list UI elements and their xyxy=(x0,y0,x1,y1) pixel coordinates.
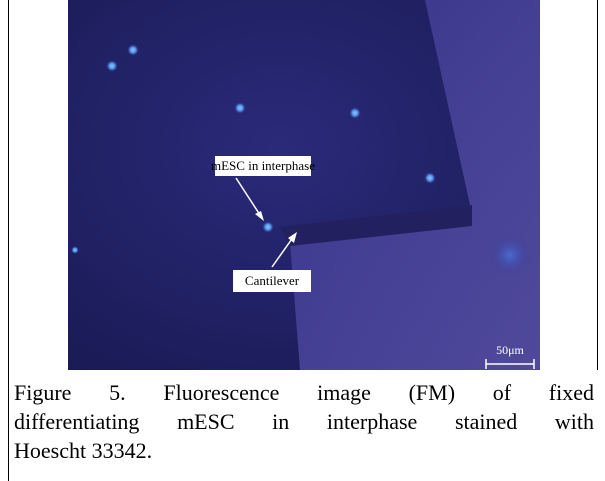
caption-line: Hoescht 33342. xyxy=(14,436,594,465)
cantilever-label: Cantilever xyxy=(245,273,300,288)
page: {"figure": {"labels": {"cell": "mESC in … xyxy=(0,0,605,481)
caption-line: differentiating mESC in interphase stain… xyxy=(14,407,594,436)
fluorescence-image: mESC in interphase Cantilever 50μm xyxy=(68,0,540,370)
scale-label: 50μm xyxy=(496,343,524,357)
cell-label: mESC in interphase xyxy=(211,158,315,173)
frame-border xyxy=(597,0,598,370)
frame-border xyxy=(8,0,9,481)
caption-line: Figure 5. Fluorescence image (FM) of fix… xyxy=(14,378,594,407)
caption: Figure 5. Fluorescence image (FM) of fix… xyxy=(14,378,594,465)
